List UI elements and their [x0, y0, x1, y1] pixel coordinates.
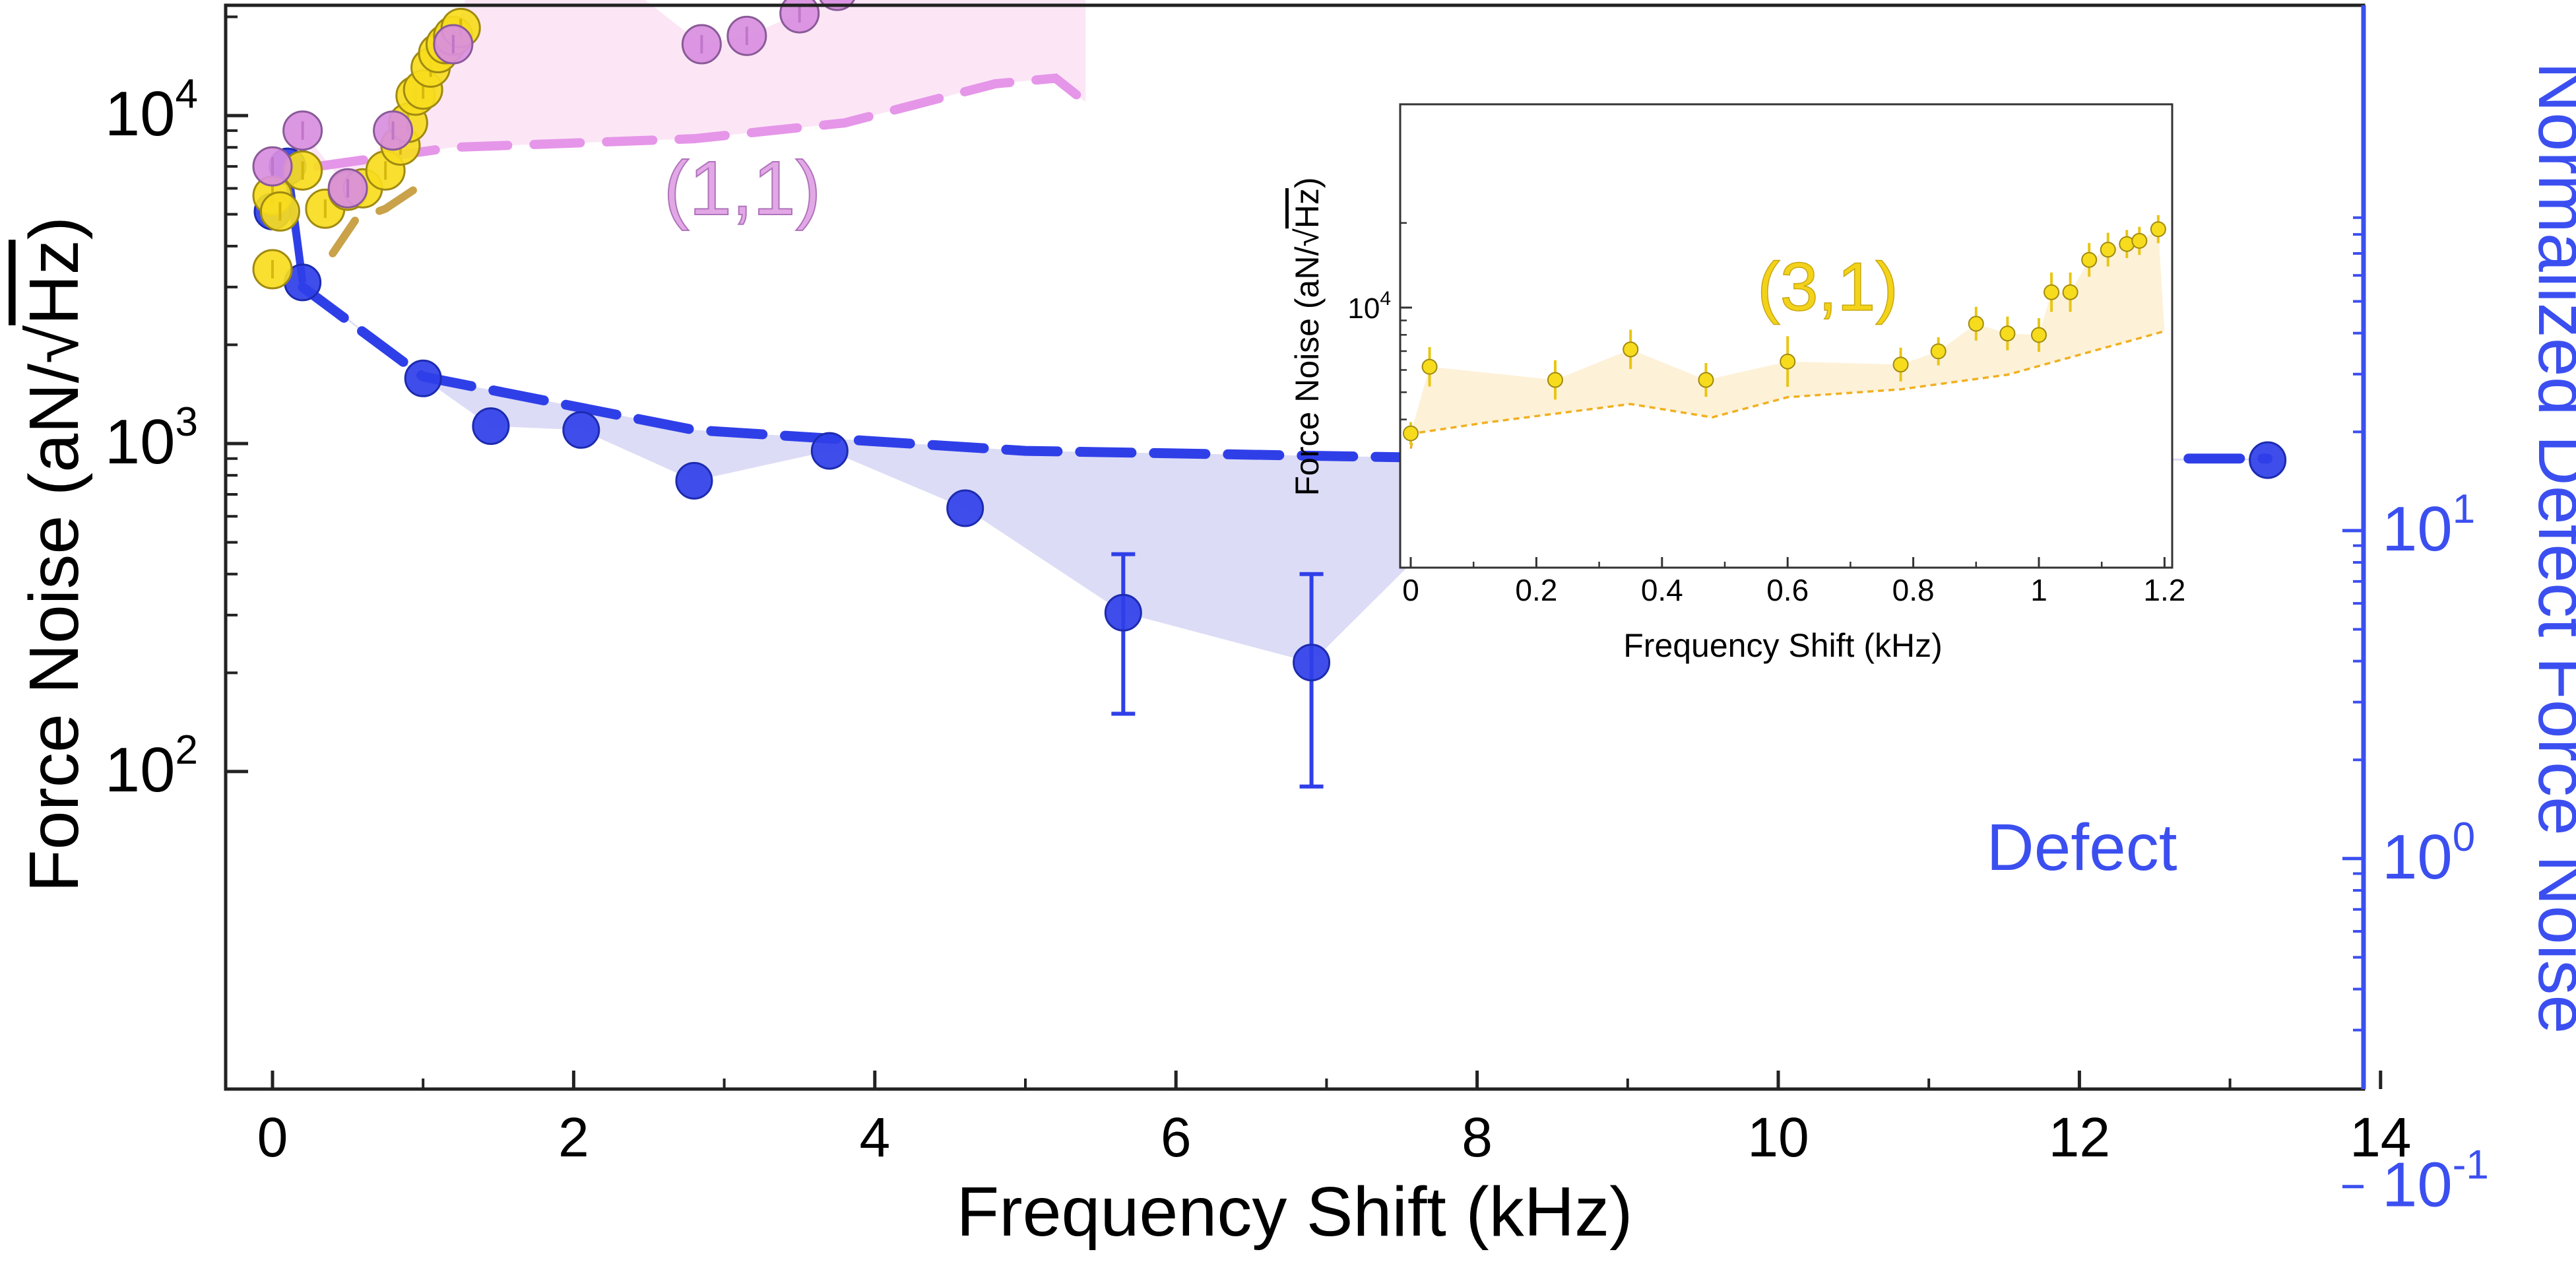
x-tick-label: 12	[2049, 1106, 2110, 1168]
x-tick-label: 6	[1161, 1106, 1192, 1168]
inset-chart: 0 0.2 0.4 0.6 0.8 1 1.2 104 Frequency Shift (k…	[1289, 103, 2185, 664]
inset-y-axis-label-root: √	[1289, 228, 1326, 247]
y-tick-label: 102	[105, 727, 198, 805]
series-label-11: (1,1)	[664, 145, 821, 231]
inset-data-point-31	[1999, 325, 2016, 342]
inset-y-ticks: 104	[1347, 222, 1412, 420]
y2-axis-label: Normalized Defect Force Noise	[2524, 62, 2576, 1034]
y-ticks: 102103104105	[105, 15, 248, 805]
y-tick-base: 10	[105, 407, 176, 477]
inset-data-point-31	[2150, 221, 2166, 238]
inset-data-point-31	[2100, 242, 2116, 258]
inset-data-point-31	[2081, 251, 2098, 268]
y2-tick-base: 10	[2382, 1150, 2453, 1220]
data-point-defect	[675, 461, 713, 500]
y-axis-label-suffix: )	[15, 216, 93, 240]
inset-x-tick-label: 0	[1402, 573, 1419, 607]
inset-data-point-31	[1403, 425, 1419, 442]
inset-fit-line	[1409, 330, 2165, 449]
y-tick-label: 104	[105, 71, 198, 149]
data-point-defect	[562, 411, 600, 449]
fill-region-defect	[302, 282, 2268, 663]
inset-fit-line-31	[1409, 330, 2165, 449]
x-tick-label: 8	[1462, 1106, 1493, 1168]
y-axis-label-hz: Hz	[15, 240, 93, 325]
inset-x-axis-label: Frequency Shift (kHz)	[1623, 627, 1942, 664]
inset-y-tick-base: 10	[1347, 292, 1380, 325]
inset-data-point-31	[1547, 372, 1563, 388]
y-tick-exp: 4	[176, 71, 198, 117]
inset-data-point-31	[1780, 353, 1796, 370]
y-tick-exp: 3	[176, 399, 198, 445]
x-tick-label: 4	[859, 1106, 890, 1168]
inset-x-tick-label: 1.2	[2143, 573, 2185, 607]
y-axis-label: Force Noise (aN/√Hz)	[15, 216, 93, 892]
y2-tick-exp: 1	[2453, 486, 2475, 532]
data-point-defect	[404, 359, 442, 397]
y2-tick-base: 10	[2382, 494, 2453, 564]
y-tick-label: 103	[105, 399, 198, 477]
inset-data-point-31	[1968, 316, 1984, 332]
inset-axes-frame	[1399, 103, 2174, 569]
y2-tick-exp: 0	[2453, 814, 2475, 860]
data-point-defect	[946, 489, 984, 527]
inset-y-tick-exp: 4	[1380, 288, 1391, 310]
inset-data-point-31	[1623, 341, 1639, 358]
x-tick-label: 14	[2350, 1106, 2411, 1168]
series-label-defect: Defect	[1986, 811, 2177, 884]
inset-y-tick-label: 104	[1347, 288, 1391, 325]
inset-y-axis-label-prefix: Force Noise (aN/	[1289, 247, 1326, 496]
y-tick-base: 10	[105, 735, 176, 805]
x-tick-label: 2	[558, 1106, 589, 1168]
inset-data-point-31	[1930, 343, 1947, 360]
inset-y-axis-label: Force Noise (aN/√Hz)	[1289, 177, 1326, 496]
inset-data-point-31	[2131, 232, 2148, 249]
y2-tick-label: 10-1	[2382, 1143, 2489, 1220]
data-point-defect	[1293, 644, 1331, 682]
fit-line-11	[313, 73, 1091, 172]
inset-data-points	[1403, 221, 2166, 442]
inset-x-tick-label: 1	[2030, 573, 2047, 607]
y-axis-label-prefix: Force Noise (aN/	[15, 363, 93, 892]
inset-y-axis-label-hz: Hz	[1289, 188, 1326, 228]
inset-fill-region-31	[1411, 229, 2165, 449]
y2-tick-base: 10	[2382, 822, 2453, 892]
y2-tick-exp: -1	[2453, 1143, 2489, 1188]
y-tick-exp: 2	[176, 727, 198, 773]
data-point-defect	[2249, 441, 2287, 479]
y-tick-base: 10	[105, 79, 176, 149]
inset-data-point-31	[1421, 358, 1438, 375]
y2-tick-label: 101	[2382, 486, 2475, 564]
inset-data-point-31	[1892, 356, 1909, 373]
inset-data-point-31	[2062, 284, 2078, 300]
inset-x-tick-label: 0.2	[1515, 573, 1557, 607]
x-ticks: 0 2 4 6 8 10 12 14	[257, 1071, 2412, 1168]
data-points	[252, 0, 2287, 682]
inset-x-tick-label: 0.8	[1892, 573, 1935, 607]
inset-data-point-31	[2044, 284, 2060, 300]
inset-x-ticks: 0 0.2 0.4 0.6 0.8 1 1.2	[1402, 557, 2185, 607]
x-axis-label: Frequency Shift (kHz)	[957, 1173, 1633, 1251]
x-tick-label: 10	[1747, 1106, 1809, 1168]
data-point-defect	[472, 407, 510, 446]
inset-y-axis-label-suffix: )	[1289, 177, 1326, 188]
inset-data-point-31	[1698, 372, 1714, 388]
inset-x-tick-label: 0.4	[1641, 573, 1683, 607]
y-axis-label-root: √	[15, 325, 93, 364]
inset-x-tick-label: 0.6	[1766, 573, 1809, 607]
x-tick-label: 0	[257, 1106, 288, 1168]
data-point-defect	[810, 432, 849, 470]
inset-data-point-31	[2031, 327, 2047, 343]
y2-tick-label: 100	[2382, 814, 2475, 892]
inset-series-label-31: (3,1)	[1757, 249, 1898, 325]
inset-fill-region	[1411, 229, 2165, 449]
fit-line-31	[329, 180, 428, 257]
data-point-defect	[1104, 593, 1142, 632]
